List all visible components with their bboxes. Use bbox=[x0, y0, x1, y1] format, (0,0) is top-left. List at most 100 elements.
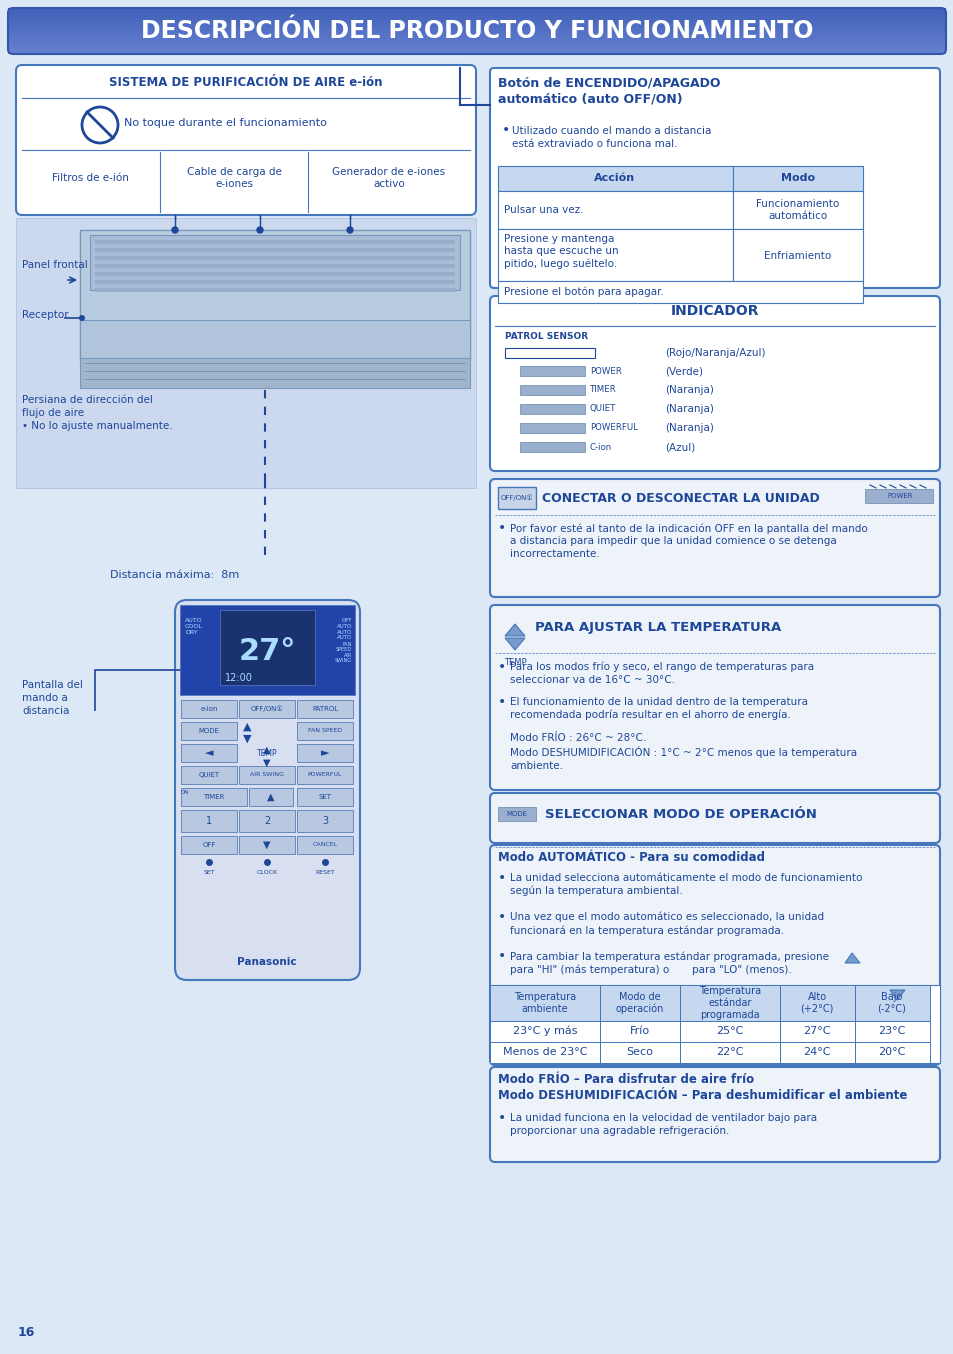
Bar bbox=[519, 403, 584, 414]
Circle shape bbox=[79, 315, 85, 321]
Text: 2: 2 bbox=[264, 816, 270, 826]
Text: C-ion: C-ion bbox=[589, 443, 612, 451]
Bar bbox=[854, 1043, 929, 1063]
Text: •: • bbox=[501, 123, 510, 137]
Bar bbox=[80, 357, 470, 389]
Bar bbox=[90, 236, 459, 290]
Bar bbox=[732, 229, 862, 282]
Text: Presione y mantenga
hasta que escuche un
pitido, luego suéltelo.: Presione y mantenga hasta que escuche un… bbox=[503, 234, 618, 269]
Text: SISTEMA DE PURIFICACIÓN DE AIRE e-ión: SISTEMA DE PURIFICACIÓN DE AIRE e-ión bbox=[110, 76, 382, 89]
Bar bbox=[854, 984, 929, 1021]
Text: PATROL: PATROL bbox=[312, 705, 337, 712]
Text: Distancia máxima:  8m: Distancia máxima: 8m bbox=[111, 570, 239, 580]
Text: POWER: POWER bbox=[589, 367, 621, 375]
Bar bbox=[181, 743, 236, 762]
Text: FAN
SPEED
AIR
SWING: FAN SPEED AIR SWING bbox=[335, 642, 352, 663]
Text: e-ion: e-ion bbox=[200, 705, 217, 712]
Text: QUIET: QUIET bbox=[198, 772, 219, 779]
Text: No toque durante el funcionamiento: No toque durante el funcionamiento bbox=[124, 118, 327, 129]
Bar bbox=[296, 722, 353, 741]
Text: PARA AJUSTAR LA TEMPERATURA: PARA AJUSTAR LA TEMPERATURA bbox=[535, 620, 781, 634]
Text: Pantalla del
mando a
distancia: Pantalla del mando a distancia bbox=[22, 680, 83, 716]
Text: Generador de e-iones
activo: Generador de e-iones activo bbox=[332, 167, 445, 190]
FancyBboxPatch shape bbox=[174, 600, 359, 980]
Bar bbox=[239, 835, 294, 854]
Text: Cable de carga de
e-iones: Cable de carga de e-iones bbox=[187, 167, 281, 190]
Text: INDICADOR: INDICADOR bbox=[670, 305, 759, 318]
Text: ▼: ▼ bbox=[242, 734, 251, 743]
Text: Para cambiar la temperatura estándar programada, presione
para "HI" (más tempera: Para cambiar la temperatura estándar pro… bbox=[510, 951, 828, 975]
Text: ▲: ▲ bbox=[263, 745, 271, 756]
Bar bbox=[95, 264, 455, 268]
Text: CONECTAR O DESCONECTAR LA UNIDAD: CONECTAR O DESCONECTAR LA UNIDAD bbox=[541, 492, 819, 505]
Text: OFF/ON①: OFF/ON① bbox=[251, 705, 283, 712]
Text: 23°C y más: 23°C y más bbox=[512, 1026, 577, 1036]
Text: ▲: ▲ bbox=[242, 722, 251, 733]
Text: TEMP: TEMP bbox=[256, 749, 277, 757]
Text: POWERFUL: POWERFUL bbox=[308, 773, 342, 777]
Text: 16: 16 bbox=[18, 1326, 35, 1339]
Bar bbox=[732, 191, 862, 229]
Bar bbox=[519, 385, 584, 395]
Text: RESET: RESET bbox=[314, 871, 335, 875]
Bar bbox=[780, 984, 854, 1021]
Text: ▲: ▲ bbox=[267, 792, 274, 802]
Text: OFF: OFF bbox=[202, 842, 215, 848]
Text: CLOCK: CLOCK bbox=[256, 871, 277, 875]
Text: •: • bbox=[497, 659, 506, 674]
Text: ON: ON bbox=[181, 789, 190, 795]
FancyBboxPatch shape bbox=[490, 297, 939, 471]
Text: ►: ► bbox=[320, 747, 329, 758]
Text: Temperatura
estándar
programada: Temperatura estándar programada bbox=[699, 987, 760, 1020]
Text: La unidad funciona en la velocidad de ventilador bajo para
proporcionar una agra: La unidad funciona en la velocidad de ve… bbox=[510, 1113, 817, 1136]
Text: Modo DESHUMIDIFICACIÓN – Para deshumidificar el ambiente: Modo DESHUMIDIFICACIÓN – Para deshumidif… bbox=[497, 1089, 906, 1102]
Text: FAN SPEED: FAN SPEED bbox=[308, 728, 342, 734]
FancyBboxPatch shape bbox=[490, 605, 939, 789]
Bar bbox=[599, 1021, 679, 1043]
Bar bbox=[181, 835, 236, 854]
Text: TIMER: TIMER bbox=[203, 793, 225, 800]
Text: Una vez que el modo automático es seleccionado, la unidad
funcionará en la tempe: Una vez que el modo automático es selecc… bbox=[510, 913, 823, 936]
Bar bbox=[80, 230, 470, 360]
Text: PATROL SENSOR: PATROL SENSOR bbox=[504, 332, 587, 341]
Bar bbox=[95, 240, 455, 244]
FancyBboxPatch shape bbox=[490, 68, 939, 288]
Bar bbox=[497, 487, 536, 509]
Bar bbox=[181, 810, 236, 831]
Bar bbox=[497, 807, 536, 821]
Bar bbox=[296, 700, 353, 718]
Text: Por favor esté al tanto de la indicación OFF en la pantalla del mando
a distanci: Por favor esté al tanto de la indicación… bbox=[510, 523, 867, 559]
Text: TIMER: TIMER bbox=[589, 386, 616, 394]
Circle shape bbox=[82, 107, 118, 144]
Text: Pulsar una vez.: Pulsar una vez. bbox=[503, 204, 583, 215]
Bar bbox=[181, 788, 247, 806]
Text: Receptor: Receptor bbox=[22, 310, 69, 320]
Bar bbox=[497, 191, 732, 229]
Text: POWER: POWER bbox=[886, 493, 912, 500]
Bar bbox=[780, 1043, 854, 1063]
Polygon shape bbox=[504, 638, 524, 650]
Polygon shape bbox=[889, 990, 904, 1001]
Bar bbox=[249, 788, 293, 806]
Bar bbox=[497, 282, 862, 303]
Bar bbox=[95, 248, 455, 252]
Text: Funcionamiento
automático: Funcionamiento automático bbox=[756, 199, 839, 221]
Bar bbox=[679, 1043, 780, 1063]
Bar bbox=[80, 320, 470, 360]
Text: (Azul): (Azul) bbox=[664, 441, 695, 452]
Text: La unidad selecciona automáticamente el modo de funcionamiento
según la temperat: La unidad selecciona automáticamente el … bbox=[510, 873, 862, 896]
FancyBboxPatch shape bbox=[490, 479, 939, 597]
Bar bbox=[296, 810, 353, 831]
Polygon shape bbox=[504, 624, 524, 636]
Bar bbox=[854, 1021, 929, 1043]
Text: ▼: ▼ bbox=[263, 839, 271, 850]
Bar bbox=[296, 788, 353, 806]
Text: Filtros de e-ión: Filtros de e-ión bbox=[51, 173, 129, 183]
Text: SET: SET bbox=[318, 793, 331, 800]
Text: 20°C: 20°C bbox=[878, 1047, 904, 1057]
Text: Botón de ENCENDIDO/APAGADO
automático (auto OFF/ON): Botón de ENCENDIDO/APAGADO automático (a… bbox=[497, 76, 720, 106]
Text: 27°C: 27°C bbox=[802, 1026, 830, 1036]
Bar bbox=[296, 766, 353, 784]
Text: SET: SET bbox=[203, 871, 214, 875]
Circle shape bbox=[256, 227, 263, 233]
